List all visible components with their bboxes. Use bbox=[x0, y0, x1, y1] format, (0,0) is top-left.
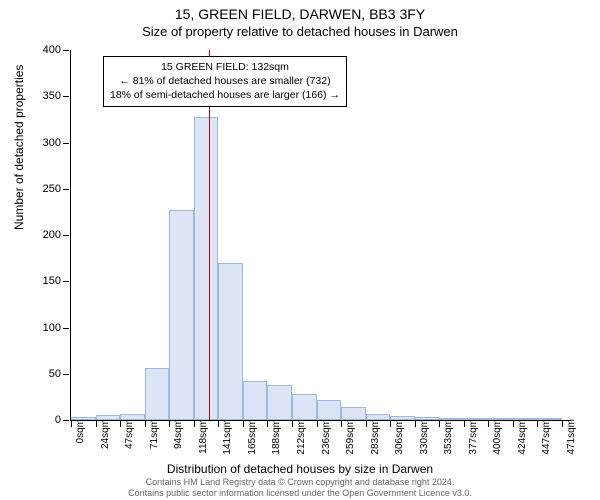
histogram-bar bbox=[218, 263, 243, 420]
histogram-bar bbox=[464, 418, 488, 420]
y-tick-label: 350 bbox=[21, 90, 61, 102]
x-tick-label: 306sqm bbox=[394, 419, 405, 455]
x-tick bbox=[390, 421, 391, 427]
x-tick bbox=[464, 421, 465, 427]
histogram-bar bbox=[390, 416, 415, 420]
x-tick bbox=[562, 421, 563, 427]
y-tick bbox=[63, 374, 69, 375]
x-tick-label: 283sqm bbox=[370, 419, 381, 455]
y-tick-label: 200 bbox=[21, 229, 61, 241]
x-tick-label: 212sqm bbox=[296, 419, 307, 455]
x-tick bbox=[194, 421, 195, 427]
y-tick-label: 250 bbox=[21, 183, 61, 195]
histogram-chart: 15, GREEN FIELD, DARWEN, BB3 3FY Size of… bbox=[0, 0, 600, 500]
x-tick-label: 236sqm bbox=[321, 419, 332, 455]
x-tick bbox=[513, 421, 514, 427]
chart-title-main: 15, GREEN FIELD, DARWEN, BB3 3FY bbox=[0, 0, 600, 22]
x-tick bbox=[218, 421, 219, 427]
x-tick-label: 141sqm bbox=[222, 419, 233, 455]
x-tick-label: 47sqm bbox=[124, 419, 135, 449]
histogram-bar bbox=[317, 400, 341, 420]
x-tick-label: 447sqm bbox=[541, 419, 552, 455]
x-tick bbox=[341, 421, 342, 427]
x-tick bbox=[145, 421, 146, 427]
y-tick-label: 50 bbox=[21, 368, 61, 380]
x-tick-label: 377sqm bbox=[468, 419, 479, 455]
histogram-bar bbox=[243, 381, 267, 420]
x-tick-label: 424sqm bbox=[517, 419, 528, 455]
plot-area: 15 GREEN FIELD: 132sqm ← 81% of detached… bbox=[70, 50, 571, 421]
y-tick bbox=[63, 189, 69, 190]
y-tick bbox=[63, 281, 69, 282]
x-tick bbox=[267, 421, 268, 427]
footer-attribution: Contains HM Land Registry data © Crown c… bbox=[0, 477, 600, 500]
x-tick bbox=[366, 421, 367, 427]
y-tick bbox=[63, 420, 69, 421]
x-tick-label: 165sqm bbox=[247, 419, 258, 455]
y-tick bbox=[63, 50, 69, 51]
x-tick bbox=[292, 421, 293, 427]
y-tick-label: 0 bbox=[21, 414, 61, 426]
x-tick bbox=[96, 421, 97, 427]
x-tick-label: 259sqm bbox=[345, 419, 356, 455]
histogram-bar bbox=[439, 418, 464, 420]
x-tick bbox=[243, 421, 244, 427]
x-tick bbox=[71, 421, 72, 427]
x-tick-label: 24sqm bbox=[100, 419, 111, 449]
chart-title-sub: Size of property relative to detached ho… bbox=[0, 22, 600, 39]
x-tick-label: 353sqm bbox=[443, 419, 454, 455]
histogram-bar bbox=[71, 417, 96, 420]
histogram-bar bbox=[267, 385, 292, 420]
histogram-bar bbox=[169, 210, 194, 420]
x-tick bbox=[439, 421, 440, 427]
annotation-box: 15 GREEN FIELD: 132sqm ← 81% of detached… bbox=[103, 56, 347, 107]
histogram-bar bbox=[366, 414, 390, 420]
histogram-bar bbox=[513, 418, 537, 420]
x-tick-label: 400sqm bbox=[492, 419, 503, 455]
y-tick-label: 300 bbox=[21, 137, 61, 149]
x-tick bbox=[317, 421, 318, 427]
x-tick-label: 471sqm bbox=[566, 419, 577, 455]
x-axis-title: Distribution of detached houses by size … bbox=[0, 462, 600, 476]
histogram-bar bbox=[488, 418, 513, 420]
annotation-line: ← 81% of detached houses are smaller (73… bbox=[110, 74, 340, 88]
y-tick-label: 400 bbox=[21, 44, 61, 56]
x-tick-label: 0sqm bbox=[75, 419, 86, 443]
histogram-bar bbox=[194, 117, 218, 420]
histogram-bar bbox=[415, 417, 439, 420]
histogram-bar bbox=[96, 415, 120, 420]
y-tick bbox=[63, 328, 69, 329]
histogram-bar bbox=[341, 407, 366, 420]
x-tick bbox=[488, 421, 489, 427]
x-tick bbox=[169, 421, 170, 427]
y-tick bbox=[63, 96, 69, 97]
y-tick bbox=[63, 235, 69, 236]
y-tick bbox=[63, 143, 69, 144]
footer-line: Contains public sector information licen… bbox=[0, 488, 600, 500]
annotation-line: 18% of semi-detached houses are larger (… bbox=[110, 88, 340, 102]
x-tick-label: 188sqm bbox=[271, 419, 282, 455]
histogram-bar bbox=[120, 414, 145, 420]
x-tick-label: 94sqm bbox=[173, 419, 184, 449]
annotation-line: 15 GREEN FIELD: 132sqm bbox=[110, 60, 340, 74]
y-tick-label: 100 bbox=[21, 322, 61, 334]
x-tick bbox=[415, 421, 416, 427]
y-tick-label: 150 bbox=[21, 275, 61, 287]
histogram-bar bbox=[292, 394, 317, 420]
x-tick-label: 330sqm bbox=[419, 419, 430, 455]
footer-line: Contains HM Land Registry data © Crown c… bbox=[0, 477, 600, 489]
x-tick bbox=[537, 421, 538, 427]
x-tick-label: 71sqm bbox=[149, 419, 160, 449]
x-tick-label: 118sqm bbox=[198, 419, 209, 454]
histogram-bar bbox=[537, 418, 562, 420]
histogram-bar bbox=[145, 368, 169, 420]
x-tick bbox=[120, 421, 121, 427]
